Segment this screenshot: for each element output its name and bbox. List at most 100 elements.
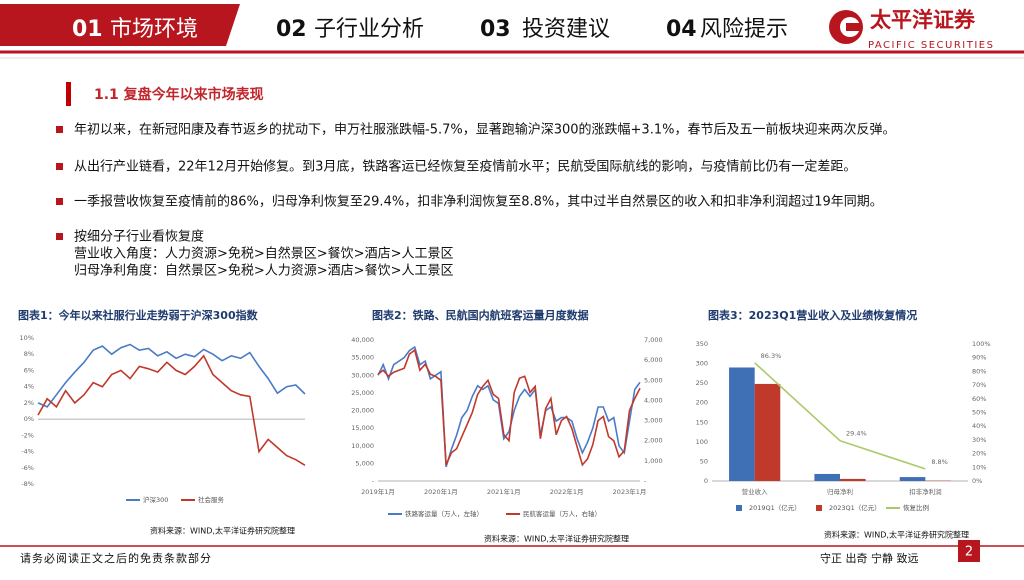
bar: [900, 477, 926, 481]
y2-tick-label: 70%: [972, 381, 986, 389]
footer-disclaimer: 请务必阅读正文之后的免责条款部分: [20, 551, 212, 565]
bullet-text: 按细分子行业看恢复度: [74, 229, 204, 245]
line: [378, 347, 640, 467]
y-tick-label: 50: [700, 457, 708, 465]
y-tick-label: 5,000: [355, 459, 374, 467]
legend-label: 铁路客运量（万人，左轴）: [405, 509, 483, 518]
y2-tick-label: -: [644, 477, 647, 485]
legend-label: 2023Q1（亿元）: [829, 503, 881, 512]
y-tick-label: 0: [704, 477, 708, 485]
chart-source: 资料来源：WIND,太平洋证券研究院整理: [150, 526, 295, 536]
line: [38, 356, 305, 466]
value-label: 86.3%: [761, 352, 782, 360]
x-tick-label: 2023年1月: [613, 487, 647, 496]
bullet-marker: [56, 163, 63, 170]
tab-number[interactable]: 04: [666, 17, 697, 42]
y2-tick-label: 30%: [972, 436, 986, 444]
chart-source: 资料来源：WIND,太平洋证券研究院整理: [484, 534, 629, 544]
value-label: 8.8%: [931, 458, 948, 466]
y2-tick-label: 4,000: [644, 396, 663, 404]
y-tick-label: 40,000: [351, 336, 374, 344]
y-tick-label: 10,000: [351, 442, 374, 450]
y2-tick-label: 3,000: [644, 417, 663, 425]
y-tick-label: -8%: [21, 480, 34, 488]
y-tick-label: -: [372, 477, 375, 485]
y2-tick-label: 5,000: [644, 376, 663, 384]
bar: [729, 367, 755, 481]
tab-number[interactable]: 03: [480, 17, 511, 42]
x-tick-label: 归母净利: [827, 487, 853, 496]
value-label: 29.4%: [846, 430, 867, 438]
line: [755, 363, 926, 469]
legend-label: 民航客运量（万人，右轴）: [523, 509, 601, 518]
logo-icon: [829, 10, 863, 44]
x-tick-label: 2022年1月: [550, 487, 584, 496]
tab-number[interactable]: 01: [72, 17, 103, 42]
bullet-text: 营业收入角度：人力资源>免税>自然景区>餐饮>酒店>人工景区: [74, 246, 453, 262]
bullet-marker: [56, 233, 63, 240]
tab-label[interactable]: 风险提示: [700, 17, 788, 42]
y2-tick-label: 90%: [972, 354, 986, 362]
y2-tick-label: 20%: [972, 450, 986, 458]
chart-source: 资料来源：WIND,太平洋证券研究院整理: [824, 530, 969, 540]
legend-label: 恢复比例: [903, 503, 929, 512]
tab-label[interactable]: 子行业分析: [314, 17, 424, 42]
x-tick-label: 2021年1月: [487, 487, 521, 496]
y2-tick-label: 7,000: [644, 336, 663, 344]
y2-tick-label: 60%: [972, 395, 986, 403]
bullet-text: 从出行产业链看，22年12月开始修复。到3月底，铁路客运已经恢复至疫情前水平；民…: [74, 159, 856, 175]
y-tick-label: 20,000: [351, 407, 374, 415]
y2-tick-label: 40%: [972, 422, 986, 430]
y-tick-label: 200: [696, 399, 708, 407]
legend-label: 沪深300: [143, 495, 168, 504]
y-tick-label: 10%: [20, 334, 34, 342]
y-tick-label: 4%: [24, 383, 34, 391]
x-tick-label: 扣非净利润: [909, 487, 942, 496]
y-tick-label: -2%: [21, 431, 34, 439]
y-tick-label: 30,000: [351, 371, 374, 379]
bullets: 年初以来，在新冠阳康及春节返乡的扰动下，申万社服涨跌幅-5.7%，显著跑输沪深3…: [56, 122, 895, 279]
y-tick-label: 2%: [24, 399, 34, 407]
y2-tick-label: 6,000: [644, 356, 663, 364]
y2-tick-label: 0%: [972, 477, 982, 485]
y-tick-label: -6%: [21, 464, 34, 472]
bar: [755, 384, 781, 481]
y2-tick-label: 80%: [972, 367, 986, 375]
logo-name: 太平洋证券: [870, 8, 976, 32]
y-tick-label: 350: [696, 340, 708, 348]
chart-title: 图表1：今年以来社服行业走势弱于沪深300指数: [18, 308, 259, 322]
y2-tick-label: 50%: [972, 409, 986, 417]
bar: [840, 479, 866, 481]
y-tick-label: 8%: [24, 350, 34, 358]
y-tick-label: -4%: [21, 448, 34, 456]
y-tick-label: 25,000: [351, 389, 374, 397]
y-tick-label: 35,000: [351, 354, 374, 362]
x-tick-label: 营业收入: [742, 487, 769, 496]
chart-title: 图表2：铁路、民航国内航班客运量月度数据: [372, 308, 589, 322]
tab-number[interactable]: 02: [276, 17, 307, 42]
bullet-text: 归母净利角度：自然景区>免税>人力资源>酒店>餐饮>人工景区: [74, 263, 453, 279]
bullet-text: 年初以来，在新冠阳康及春节返乡的扰动下，申万社服涨跌幅-5.7%，显著跑输沪深3…: [74, 122, 895, 138]
y-tick-label: 300: [696, 360, 708, 368]
y-tick-label: 0%: [24, 415, 34, 423]
bullet-text: 一季报营收恢复至疫情前的86%，归母净利恢复至29.4%，扣非净利润恢复至8.8…: [74, 194, 883, 210]
section-marker: [66, 82, 71, 106]
footer-slogan: 守正 出奇 宁静 致远: [820, 551, 919, 565]
legend-label: 2019Q1（亿元）: [749, 503, 801, 512]
bullet-marker: [56, 126, 63, 133]
y2-tick-label: 10%: [972, 463, 986, 471]
y2-tick-label: 1,000: [644, 457, 663, 465]
y-tick-label: 15,000: [351, 424, 374, 432]
x-tick-label: 2020年1月: [424, 487, 458, 496]
page-number: 2: [965, 545, 973, 560]
y-tick-label: 100: [696, 438, 708, 446]
tab-label[interactable]: 投资建议: [522, 17, 610, 42]
tab-label[interactable]: 市场环境: [110, 17, 198, 42]
legend-swatch: [736, 505, 742, 511]
legend-label: 社会服务: [198, 495, 225, 504]
y-tick-label: 6%: [24, 366, 34, 374]
bar: [814, 474, 840, 481]
logo-english: PACIFIC SECURITIES: [868, 40, 994, 51]
y-tick-label: 150: [696, 418, 708, 426]
